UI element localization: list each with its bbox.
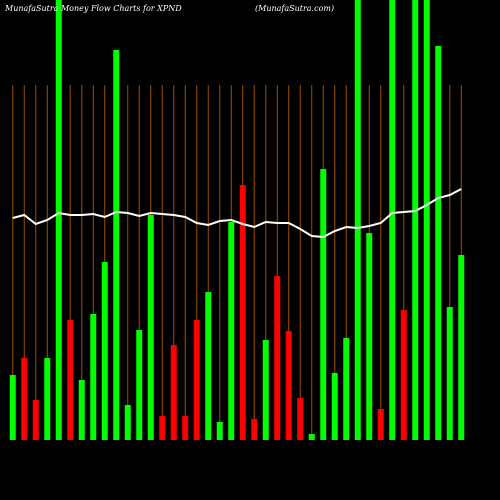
bar — [331, 373, 338, 440]
bar — [377, 409, 384, 440]
bar — [216, 422, 223, 440]
bar — [423, 0, 430, 440]
bar — [136, 330, 143, 440]
bar — [113, 50, 120, 440]
bar — [297, 398, 304, 440]
bar — [21, 358, 28, 440]
bar — [435, 46, 442, 440]
bar — [101, 262, 108, 440]
bar — [446, 307, 453, 440]
bar — [67, 320, 74, 440]
bar — [400, 310, 407, 440]
bar — [308, 434, 315, 440]
bar — [32, 400, 39, 440]
bar — [193, 320, 200, 440]
bar — [182, 416, 189, 440]
bar — [458, 255, 465, 440]
bar — [285, 331, 292, 440]
bar — [78, 380, 85, 440]
bar — [366, 233, 373, 440]
chart-title: MunafaSutra Money Flow Charts for XPND — [4, 4, 182, 13]
bar — [412, 0, 419, 440]
bar — [251, 419, 258, 440]
bar — [389, 0, 396, 440]
bar — [159, 416, 166, 440]
bar — [343, 338, 350, 440]
bar — [44, 358, 51, 440]
money-flow-line — [12, 188, 462, 239]
plot — [9, 0, 465, 440]
bar — [124, 405, 131, 440]
bar — [320, 169, 327, 440]
bar — [239, 185, 246, 440]
bar — [262, 340, 269, 440]
bar — [274, 276, 281, 440]
bar — [228, 222, 235, 440]
bar — [205, 292, 212, 440]
bar — [9, 375, 16, 440]
bar — [55, 0, 62, 440]
bar — [147, 215, 154, 440]
bar — [170, 345, 177, 440]
chart-subtitle: (MunafaSutra.com) — [255, 4, 334, 13]
bar — [90, 314, 97, 440]
bar — [354, 0, 361, 440]
